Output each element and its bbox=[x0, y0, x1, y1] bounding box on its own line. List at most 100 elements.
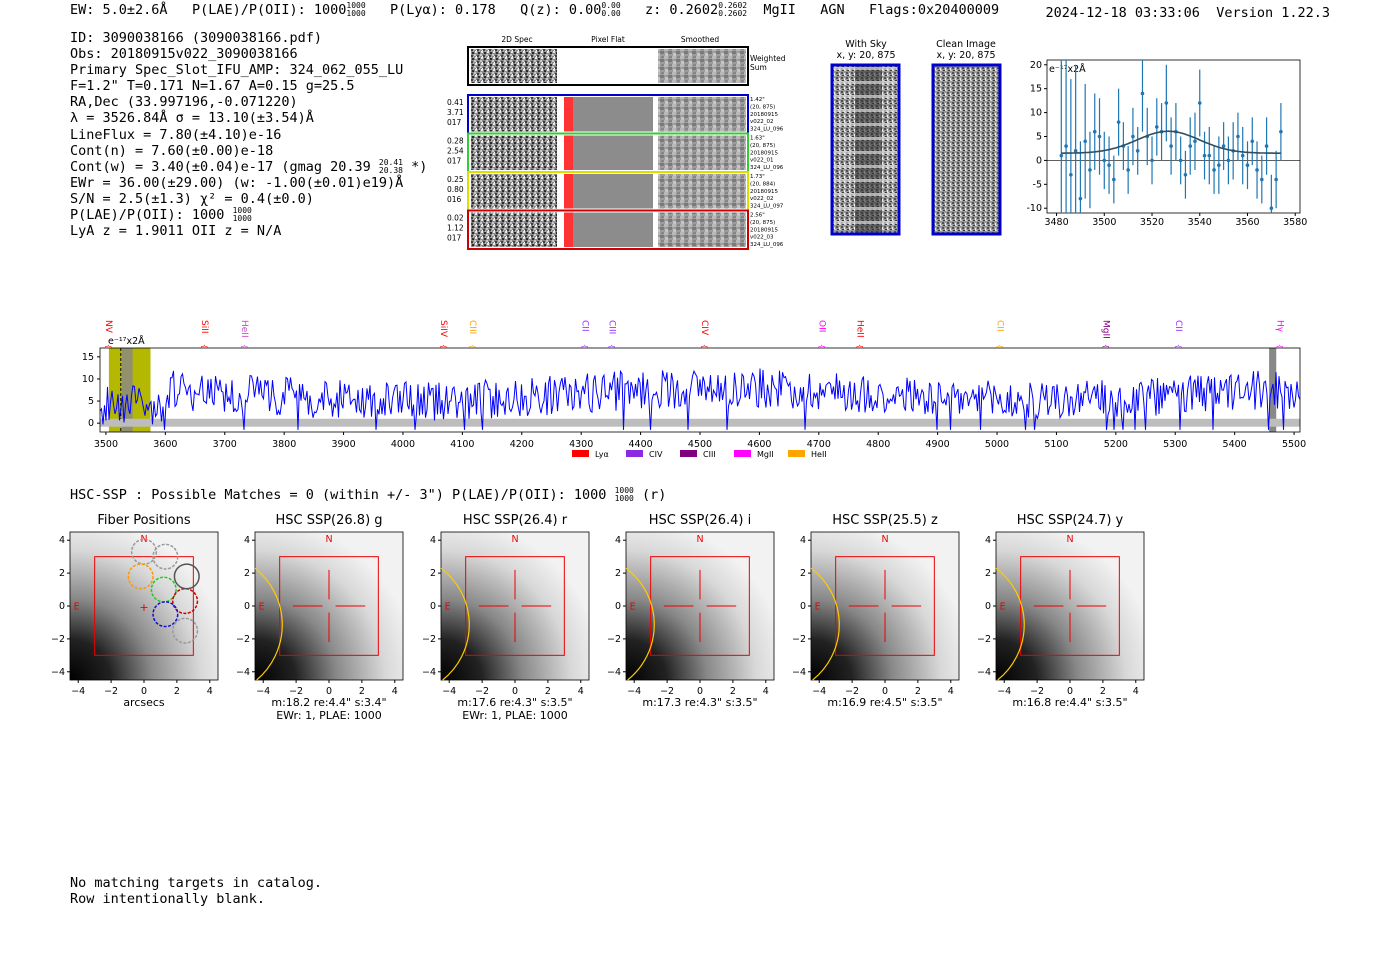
cutout-xtick-label: −2 bbox=[104, 686, 118, 697]
spec-xtick-label: 4500 bbox=[688, 439, 712, 450]
spec-line-marker: CIII bbox=[607, 320, 617, 334]
spec-xtick-label: 5100 bbox=[1044, 439, 1068, 450]
spec-line-marker: NV bbox=[103, 320, 113, 334]
spec-row-left-label: 0.80 bbox=[447, 185, 464, 194]
spec-xtick-label: 4800 bbox=[866, 439, 890, 450]
cutout-title: Fiber Positions bbox=[97, 513, 191, 528]
spec-row-left-label: 016 bbox=[447, 195, 462, 204]
fit-point bbox=[1236, 134, 1240, 139]
spec-row-2d bbox=[471, 135, 557, 170]
spec-line-marker: CII bbox=[579, 320, 589, 332]
cutout-compass-n: N bbox=[325, 534, 332, 545]
cutout-ytick-label: −4 bbox=[51, 667, 65, 678]
cutout-match-box bbox=[94, 556, 194, 656]
cutout-xtick-label: 4 bbox=[1133, 686, 1139, 697]
spec-line-marker-bracket: { bbox=[700, 344, 708, 348]
spec-line-marker-bracket: { bbox=[855, 344, 863, 348]
spectra-2d-panel: 2D Spec Pixel Flat Smoothed Weighted Sum… bbox=[447, 35, 786, 250]
clean-image-title: Clean Image bbox=[936, 39, 996, 50]
cutout-stats: m:16.9 re:4.5" s:3.5" bbox=[800, 696, 970, 709]
cutout-ytick-label: −4 bbox=[977, 667, 991, 678]
fit-ytick-label: -10 bbox=[1026, 203, 1042, 214]
fit-point bbox=[1092, 129, 1097, 134]
ew-value: EW: 5.0±2.6Å bbox=[70, 2, 168, 18]
cutout-compass-e: E bbox=[259, 601, 265, 612]
cutout-xtick-label: 2 bbox=[915, 686, 921, 697]
fit-point bbox=[1188, 144, 1193, 148]
spec-legend-swatch bbox=[626, 450, 643, 457]
cutout-ellipse bbox=[625, 567, 655, 681]
spec-row-right-label: 20180915 bbox=[750, 150, 778, 156]
version-label: Version 1.22.3 bbox=[1216, 5, 1330, 21]
fit-point bbox=[1240, 153, 1245, 158]
info-block: ID: 3090038166 (3090038166.pdf) Obs: 201… bbox=[70, 30, 427, 239]
cutout-xtick-label: −2 bbox=[1030, 686, 1044, 697]
spec-line-marker: HeII bbox=[239, 320, 249, 338]
weighted-sum-row: Weighted Sum bbox=[467, 46, 786, 86]
timestamp: 2024-12-18 03:33:06 Version 1.22.3 bbox=[1046, 5, 1331, 21]
fit-point bbox=[1107, 163, 1111, 167]
fit-point bbox=[1116, 120, 1121, 124]
fit-point bbox=[1202, 153, 1207, 158]
cutout-ellipse bbox=[440, 567, 470, 681]
cutout-ytick-label: 2 bbox=[800, 568, 806, 579]
fit-xtick-label: 3560 bbox=[1235, 217, 1259, 228]
fit-point bbox=[1250, 139, 1255, 144]
spec-row-flat-bar bbox=[564, 97, 573, 132]
spec-line-marker-bracket: { bbox=[1275, 344, 1283, 348]
spec-line-marker-bracket: { bbox=[468, 344, 476, 348]
fit-ytick-label: 10 bbox=[1030, 108, 1042, 119]
cutout-xtick-label: −4 bbox=[442, 686, 456, 697]
cutout-ytick-label: −2 bbox=[422, 634, 436, 645]
cutout-ytick-label: 4 bbox=[615, 535, 621, 546]
fit-point bbox=[1059, 153, 1064, 158]
cutout-xtick-label: 4 bbox=[207, 686, 213, 697]
spec-row-flat bbox=[573, 97, 653, 132]
spec-row-left-label: 017 bbox=[447, 157, 462, 166]
fit-point bbox=[1260, 177, 1264, 182]
spec-row-flat-bar bbox=[564, 135, 573, 170]
spec-xtick-label: 4400 bbox=[629, 439, 653, 450]
info-plae: P(LAE)/P(OII): 1000 1000 1000 bbox=[70, 206, 252, 224]
fit-point bbox=[1154, 125, 1159, 129]
spec-row-right-label: (20, 884) bbox=[750, 181, 775, 187]
spec-row-right-label: 1.63" bbox=[750, 136, 765, 142]
cutout-compass-e: E bbox=[815, 601, 821, 612]
cutout-xtick-label: −2 bbox=[660, 686, 674, 697]
cutout-ytick-label: 0 bbox=[430, 601, 436, 612]
spec-line-marker: HeII bbox=[854, 320, 864, 338]
spec-ytick-label: 5 bbox=[88, 396, 94, 407]
cutout-panel: N E −4 −4 −2 −2 0 0 2 2 4 4 bbox=[236, 531, 404, 697]
cutout-fiber-circle bbox=[172, 617, 199, 644]
cutout-ytick-label: 0 bbox=[615, 601, 621, 612]
spec-ytick-label: 10 bbox=[82, 374, 94, 385]
spec-line-marker: Hγ bbox=[1274, 320, 1284, 333]
spec-noise-band bbox=[100, 418, 1300, 427]
cutout-stats: arcsecs bbox=[123, 696, 165, 709]
cutout-image bbox=[255, 532, 403, 680]
fit-point bbox=[1217, 163, 1221, 167]
spec-line-marker: CIV bbox=[699, 320, 709, 336]
fit-point bbox=[1135, 149, 1140, 153]
spec-header-2d: 2D Spec bbox=[501, 35, 532, 44]
spec-line-marker-bracket: { bbox=[996, 344, 1004, 348]
fit-point bbox=[1207, 153, 1212, 158]
cutout-image bbox=[811, 532, 959, 680]
cutout-stats: m:16.8 re:4.4" s:3.5" bbox=[985, 696, 1155, 709]
spec-line-marker: CIII bbox=[467, 320, 477, 334]
fit-xtick-label: 3540 bbox=[1188, 217, 1212, 228]
cutout-ytick-label: 0 bbox=[59, 601, 65, 612]
fit-point bbox=[1178, 158, 1183, 163]
hsc-title: HSC-SSP : Possible Matches = 0 (within +… bbox=[70, 486, 667, 504]
spec-legend-swatch bbox=[572, 450, 589, 457]
qz-fraction: 0.00 0.00 bbox=[601, 1, 621, 18]
spec-legend-label: CIII bbox=[703, 450, 716, 459]
spec-ytick-label: 15 bbox=[82, 352, 94, 363]
cutout-xtick-label: 0 bbox=[882, 686, 888, 697]
fit-ytick-label: 15 bbox=[1030, 84, 1042, 95]
spec-xtick-label: 4700 bbox=[807, 439, 831, 450]
spec-header-flat: Pixel Flat bbox=[591, 35, 625, 44]
fit-point bbox=[1279, 129, 1283, 134]
